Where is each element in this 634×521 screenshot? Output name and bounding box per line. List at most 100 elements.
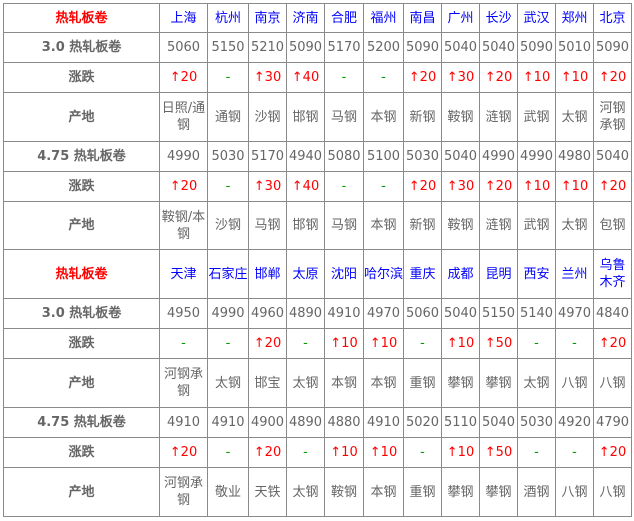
change-cell: - <box>324 171 364 202</box>
origin-cell: 河钢承钢 <box>159 358 208 408</box>
origin-cell: 攀钢 <box>441 358 480 408</box>
row-label: 产地 <box>3 467 160 517</box>
row-label: 产地 <box>3 201 160 250</box>
change-cell: ↑20 <box>248 437 287 468</box>
change-cell: ↑10 <box>517 171 556 202</box>
price-cell: 4840 <box>593 298 632 329</box>
change-cell: ↑20 <box>593 171 632 202</box>
row-label: 涨跌 <box>3 328 160 359</box>
price-cell: 4920 <box>555 407 594 438</box>
row-label: 产地 <box>3 92 160 142</box>
header-row: 热轧板卷 天津 石家庄 邯郸 太原 沈阳 哈尔滨 重庆 成都 昆明 西安 兰州 乌鲁木齐 <box>3 249 632 299</box>
change-cell: ↑50 <box>479 437 518 468</box>
origin-cell: 河钢承钢 <box>159 467 208 517</box>
origin-cell: 涟钢 <box>479 92 518 142</box>
price-cell: 5040 <box>441 32 480 63</box>
table-row-change: 涨跌 ↑20- ↑20- ↑10 ↑10- ↑10 ↑50- - ↑20 <box>3 437 632 468</box>
city-header: 广州 <box>441 3 480 33</box>
change-cell: - <box>555 437 594 468</box>
row-label: 3.0 热轧板卷 <box>3 32 160 63</box>
price-cell: 5030 <box>403 141 442 172</box>
change-cell: - <box>207 171 249 202</box>
city-header: 沈阳 <box>324 249 364 299</box>
price-cell: 4900 <box>248 407 287 438</box>
city-header: 邯郸 <box>248 249 287 299</box>
city-header: 天津 <box>159 249 208 299</box>
change-cell: ↑20 <box>593 328 632 359</box>
price-cell: 4910 <box>159 407 208 438</box>
table-row-origin: 产地 日照/通钢 通钢 沙钢 邯钢 马钢 本钢 新钢 鞍钢 涟钢 武钢 太钢 河钢承钢 <box>3 92 632 142</box>
price-cell: 5020 <box>403 407 442 438</box>
price-cell: 4990 <box>479 141 518 172</box>
change-cell: - <box>363 62 404 93</box>
section-title: 热轧板卷 <box>3 249 160 299</box>
price-cell: 5080 <box>324 141 364 172</box>
price-cell: 5100 <box>363 141 404 172</box>
origin-cell: 重钢 <box>403 467 442 517</box>
price-cell: 5200 <box>363 32 404 63</box>
price-cell: 4990 <box>159 141 208 172</box>
city-header: 北京 <box>593 3 632 33</box>
origin-cell: 太钢 <box>517 358 556 408</box>
change-cell: ↑20 <box>593 437 632 468</box>
price-cell: 5010 <box>555 32 594 63</box>
change-cell: - <box>207 328 249 359</box>
origin-cell: 通钢 <box>207 92 249 142</box>
change-cell: ↑20 <box>593 62 632 93</box>
change-cell: - <box>363 171 404 202</box>
price-cell: 5170 <box>324 32 364 63</box>
origin-cell: 武钢 <box>517 201 556 250</box>
change-cell: - <box>286 328 325 359</box>
city-header: 兰州 <box>555 249 594 299</box>
change-cell: ↑10 <box>441 437 480 468</box>
origin-cell: 鞍钢 <box>441 201 480 250</box>
origin-cell: 太钢 <box>555 201 594 250</box>
change-cell: ↑10 <box>363 328 404 359</box>
change-cell: - <box>517 328 556 359</box>
change-cell: ↑20 <box>479 171 518 202</box>
price-cell: 4990 <box>517 141 556 172</box>
origin-cell: 重钢 <box>403 358 442 408</box>
city-header: 哈尔滨 <box>363 249 404 299</box>
change-cell: ↑30 <box>441 171 480 202</box>
price-cell: 4910 <box>207 407 249 438</box>
city-header: 成都 <box>441 249 480 299</box>
price-cell: 4980 <box>555 141 594 172</box>
origin-cell: 本钢 <box>324 358 364 408</box>
origin-cell: 太钢 <box>207 358 249 408</box>
row-label: 4.75 热轧板卷 <box>3 407 160 438</box>
header-row: 热轧板卷 上海 杭州 南京 济南 合肥 福州 南昌 广州 长沙 武汉 郑州 北京 <box>3 3 632 33</box>
price-cell: 4990 <box>207 298 249 329</box>
change-cell: ↑10 <box>324 437 364 468</box>
price-cell: 5090 <box>517 32 556 63</box>
price-cell: 4880 <box>324 407 364 438</box>
change-cell: ↑30 <box>248 62 287 93</box>
change-cell: - <box>207 437 249 468</box>
price-cell: 4910 <box>363 407 404 438</box>
change-cell: ↑20 <box>479 62 518 93</box>
change-cell: ↑20 <box>248 328 287 359</box>
row-label: 涨跌 <box>3 437 160 468</box>
origin-cell: 河钢承钢 <box>593 92 632 142</box>
change-cell: ↑10 <box>441 328 480 359</box>
price-cell: 5030 <box>517 407 556 438</box>
change-cell: ↑10 <box>363 437 404 468</box>
change-cell: ↑10 <box>555 62 594 93</box>
change-cell: - <box>159 328 208 359</box>
change-cell: ↑20 <box>403 62 442 93</box>
table-row-price: 3.0 热轧板卷 4950 4990 4960 4890 4910 4970 5060 5040… <box>3 298 632 329</box>
price-cell: 4890 <box>286 407 325 438</box>
price-cell: 5110 <box>441 407 480 438</box>
price-cell: 4970 <box>363 298 404 329</box>
change-cell: - <box>555 328 594 359</box>
change-cell: - <box>324 62 364 93</box>
origin-cell: 鞍钢/本钢 <box>159 201 208 250</box>
price-cell: 5060 <box>159 32 208 63</box>
origin-cell: 鞍钢 <box>324 467 364 517</box>
price-cell: 5040 <box>593 141 632 172</box>
origin-cell: 天铁 <box>248 467 287 517</box>
city-header: 南昌 <box>403 3 442 33</box>
origin-cell: 沙钢 <box>207 201 249 250</box>
origin-cell: 本钢 <box>363 467 404 517</box>
city-header: 长沙 <box>479 3 518 33</box>
